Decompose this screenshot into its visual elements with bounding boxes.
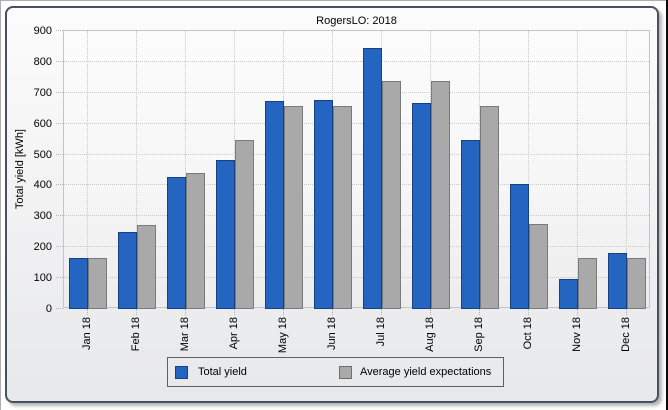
x-tick-aug-18 (430, 309, 431, 315)
h-gridline-300 (64, 215, 649, 216)
bar-average-yield-expectations-jun-18 (333, 106, 352, 309)
x-tick-dec-18 (626, 309, 627, 315)
h-gridline-100 (64, 277, 649, 278)
x-tick-label-dec-18: Dec 18 (620, 317, 632, 352)
v-gridline-feb-18 (136, 31, 137, 307)
v-gridline-dec-18 (626, 31, 627, 307)
x-tick-label-jun-18: Jun 18 (326, 317, 338, 351)
y-tick-label-800: 800 (33, 56, 52, 68)
y-tick-label-600: 600 (33, 118, 52, 130)
bar-total-yield-mar-18 (167, 177, 186, 309)
h-gridline-400 (64, 184, 649, 185)
y-tick-400 (56, 184, 63, 185)
bar-average-yield-expectations-aug-18 (431, 81, 450, 309)
y-tick-500 (56, 154, 63, 155)
v-gridline-mar-18 (185, 31, 186, 307)
y-tick-label-100: 100 (33, 272, 52, 284)
bar-total-yield-oct-18 (510, 184, 529, 309)
x-tick-jun-18 (332, 309, 333, 315)
x-tick-nov-18 (577, 309, 578, 315)
bar-total-yield-feb-18 (118, 232, 137, 309)
bar-average-yield-expectations-jan-18 (88, 258, 107, 309)
y-tick-100 (56, 277, 63, 278)
window-edge-top-line (0, 0, 668, 1)
y-tick-label-700: 700 (33, 87, 52, 99)
y-tick-700 (56, 92, 63, 93)
x-tick-label-oct-18: Oct 18 (522, 317, 534, 350)
bar-total-yield-may-18 (265, 101, 284, 309)
x-tick-label-may-18: May 18 (277, 317, 289, 354)
x-tick-jan-18 (87, 309, 88, 315)
x-tick-apr-18 (234, 309, 235, 315)
h-gridline-600 (64, 123, 649, 124)
x-tick-label-aug-18: Aug 18 (424, 317, 436, 352)
x-tick-oct-18 (528, 309, 529, 315)
legend-swatch-total-yield (175, 366, 188, 379)
y-axis-title-wrap: Total yield [kWh] (13, 30, 27, 308)
bar-average-yield-expectations-oct-18 (529, 224, 548, 309)
bar-average-yield-expectations-apr-18 (235, 140, 254, 309)
bar-average-yield-expectations-jul-18 (382, 81, 401, 309)
y-tick-label-300: 300 (33, 210, 52, 222)
y-axis-title: Total yield [kWh] (14, 128, 26, 210)
bar-average-yield-expectations-dec-18 (627, 258, 646, 309)
bar-average-yield-expectations-feb-18 (137, 225, 156, 309)
bar-average-yield-expectations-nov-18 (578, 258, 597, 309)
legend-label-average-yield-expectations: Average yield expectations (360, 366, 492, 378)
bar-total-yield-aug-18 (412, 103, 431, 309)
h-gridline-200 (64, 246, 649, 247)
bar-total-yield-jan-18 (69, 258, 88, 309)
bar-total-yield-nov-18 (559, 279, 578, 309)
y-tick-300 (56, 215, 63, 216)
h-gridline-700 (64, 92, 649, 93)
bar-total-yield-sep-18 (461, 140, 480, 309)
y-tick-label-400: 400 (33, 179, 52, 191)
x-tick-sep-18 (479, 309, 480, 315)
y-tick-label-900: 900 (33, 25, 52, 37)
bar-average-yield-expectations-sep-18 (480, 106, 499, 309)
x-tick-jul-18 (381, 309, 382, 315)
bar-total-yield-dec-18 (608, 253, 627, 309)
bar-average-yield-expectations-mar-18 (186, 173, 205, 309)
plot-area (63, 30, 650, 309)
y-tick-label-200: 200 (33, 241, 52, 253)
bar-average-yield-expectations-may-18 (284, 106, 303, 309)
x-tick-feb-18 (136, 309, 137, 315)
y-tick-label-0: 0 (45, 303, 52, 315)
y-tick-200 (56, 246, 63, 247)
x-tick-mar-18 (185, 309, 186, 315)
v-gridline-jan-18 (87, 31, 88, 307)
x-tick-label-mar-18: Mar 18 (179, 317, 191, 352)
legend: Total yield Average yield expectations (167, 357, 504, 387)
x-tick-label-jul-18: Jul 18 (375, 317, 387, 347)
y-tick-0 (56, 308, 63, 309)
h-gridline-500 (64, 154, 649, 155)
legend-label-total-yield: Total yield (198, 366, 247, 378)
v-gridline-oct-18 (528, 31, 529, 307)
v-gridline-nov-18 (577, 31, 578, 307)
window-edge-left-line (0, 0, 1, 410)
x-tick-label-feb-18: Feb 18 (130, 317, 142, 352)
x-tick-label-nov-18: Nov 18 (571, 317, 583, 352)
y-tick-900 (56, 30, 63, 31)
y-tick-600 (56, 123, 63, 124)
legend-swatch-average-yield-expectations (339, 366, 352, 379)
x-tick-label-sep-18: Sep 18 (473, 317, 485, 352)
y-tick-label-500: 500 (33, 149, 52, 161)
x-tick-label-jan-18: Jan 18 (81, 317, 93, 351)
window-edge-right-line (666, 0, 668, 410)
x-tick-may-18 (283, 309, 284, 315)
h-gridline-800 (64, 61, 649, 62)
bar-total-yield-apr-18 (216, 160, 235, 309)
bar-total-yield-jun-18 (314, 100, 333, 309)
x-tick-label-apr-18: Apr 18 (228, 317, 240, 350)
bar-total-yield-jul-18 (363, 48, 382, 309)
chart-title: RogersLO: 2018 (316, 15, 397, 27)
y-tick-800 (56, 61, 63, 62)
